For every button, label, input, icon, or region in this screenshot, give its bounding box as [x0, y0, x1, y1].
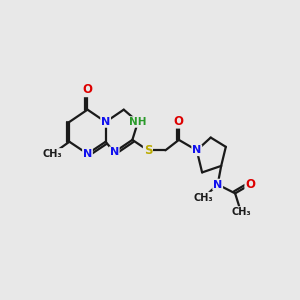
Text: O: O: [82, 83, 92, 96]
Text: O: O: [174, 115, 184, 128]
Text: S: S: [144, 144, 152, 157]
Text: N: N: [110, 147, 119, 157]
Text: CH₃: CH₃: [43, 149, 62, 159]
Text: NH: NH: [129, 117, 147, 127]
Text: O: O: [245, 178, 255, 191]
Text: N: N: [192, 145, 201, 155]
Text: N: N: [101, 117, 110, 127]
Text: CH₃: CH₃: [231, 207, 251, 217]
Text: N: N: [213, 179, 222, 190]
Text: N: N: [83, 149, 92, 159]
Text: CH₃: CH₃: [194, 193, 214, 202]
